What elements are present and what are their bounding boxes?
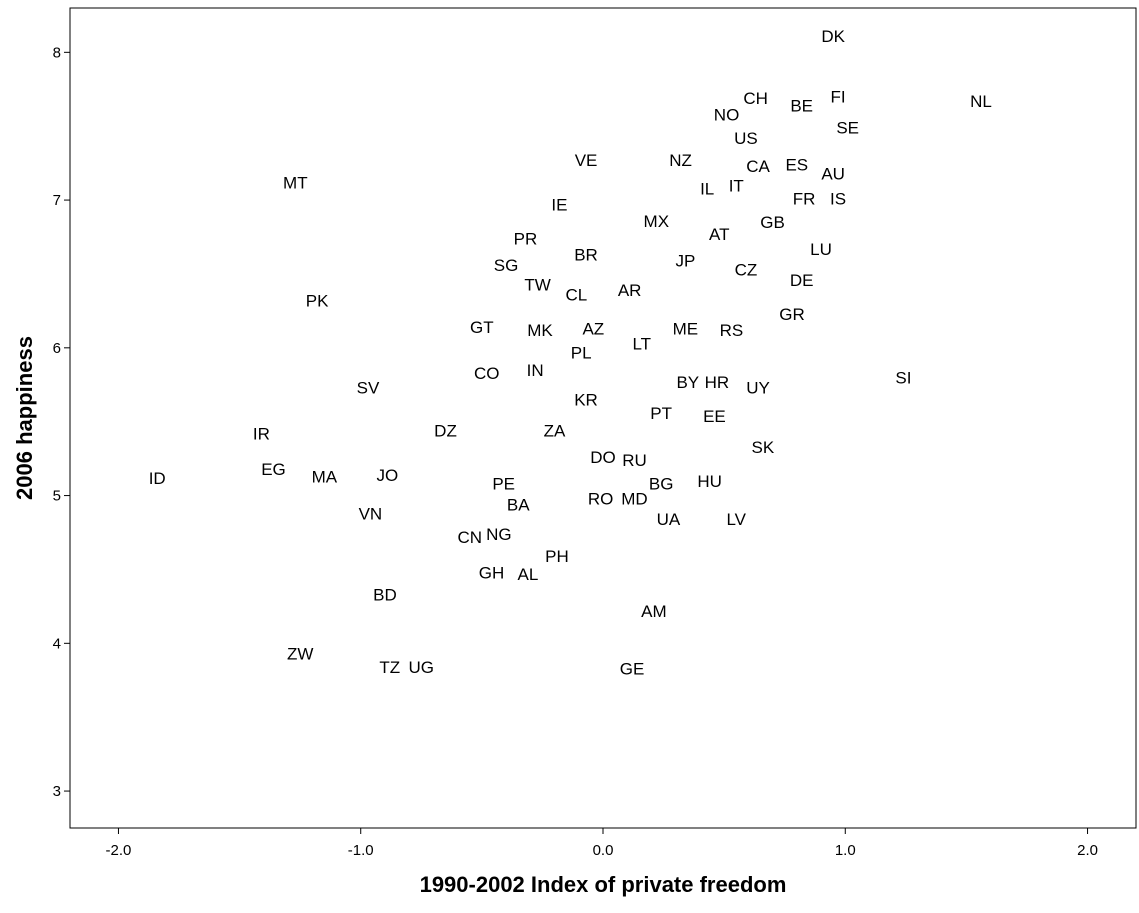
point-label: FR <box>793 190 816 209</box>
point-label: BY <box>676 373 699 392</box>
point-label: VN <box>359 504 383 523</box>
point-label: CL <box>565 286 587 305</box>
point-label: KR <box>574 391 598 410</box>
y-tick-label: 4 <box>53 635 61 652</box>
x-axis: -2.0 -1.0 0.0 1.0 2.0 <box>106 828 1098 859</box>
point-label: GR <box>779 305 805 324</box>
point-label: US <box>734 129 758 148</box>
point-label: BA <box>507 495 530 514</box>
point-label: MD <box>621 490 647 509</box>
x-tick-label: -1.0 <box>348 842 374 859</box>
point-label: CA <box>746 157 770 176</box>
point-label: GE <box>620 659 645 678</box>
point-label: NZ <box>669 151 692 170</box>
point-label: AL <box>517 565 538 584</box>
point-label: CH <box>743 89 768 108</box>
point-label: GH <box>479 563 505 582</box>
point-label: SE <box>836 119 859 138</box>
point-label: TZ <box>379 658 400 677</box>
x-tick-label: 2.0 <box>1077 842 1098 859</box>
point-label: ES <box>785 156 808 175</box>
y-axis-label: 2006 happiness <box>12 336 37 500</box>
point-label: RS <box>720 321 744 340</box>
y-axis: 3 4 5 6 7 8 <box>53 44 70 800</box>
point-label: AU <box>821 164 845 183</box>
x-tick-label: 0.0 <box>593 842 614 859</box>
point-label: GT <box>470 318 494 337</box>
point-label: IT <box>729 176 744 195</box>
point-label: HU <box>697 472 722 491</box>
point-label: BR <box>574 246 598 265</box>
point-label: PH <box>545 547 569 566</box>
point-label: AZ <box>582 320 604 339</box>
y-tick-label: 7 <box>53 192 61 209</box>
point-label: PL <box>571 343 592 362</box>
point-label: NL <box>970 92 992 111</box>
point-label: JP <box>675 252 695 271</box>
y-tick-label: 5 <box>53 488 61 505</box>
point-label: EE <box>703 407 726 426</box>
point-label: NO <box>714 105 740 124</box>
point-label: ME <box>673 320 699 339</box>
point-label: MT <box>283 173 308 192</box>
point-label: MA <box>312 467 338 486</box>
point-label: JO <box>377 466 399 485</box>
point-label: NG <box>486 525 512 544</box>
point-label: SK <box>752 438 775 457</box>
point-label: LV <box>726 510 746 529</box>
point-label: LU <box>810 240 832 259</box>
point-label: SI <box>895 368 911 387</box>
point-label: AT <box>709 225 729 244</box>
point-label: PT <box>650 404 672 423</box>
point-label: EG <box>261 460 286 479</box>
point-label: MX <box>644 212 670 231</box>
point-label: VE <box>575 151 598 170</box>
point-label: DO <box>590 448 616 467</box>
point-label: IL <box>700 179 714 198</box>
point-label: UA <box>657 510 681 529</box>
point-label: CO <box>474 364 500 383</box>
point-label: PR <box>514 229 538 248</box>
point-label: IR <box>253 425 270 444</box>
point-label: BG <box>649 475 674 494</box>
y-tick-label: 8 <box>53 44 61 61</box>
point-label: UG <box>409 658 435 677</box>
point-label: AM <box>641 602 667 621</box>
point-label: CN <box>457 528 482 547</box>
point-label: ID <box>149 469 166 488</box>
point-label: SV <box>357 379 380 398</box>
point-label: LT <box>632 334 651 353</box>
point-label: IS <box>830 190 846 209</box>
point-label: BE <box>790 97 813 116</box>
point-label: SG <box>494 256 519 275</box>
plot-frame <box>69 7 1137 829</box>
point-label: IN <box>527 361 544 380</box>
point-label: CZ <box>735 261 758 280</box>
point-label: TW <box>524 275 550 294</box>
point-label: DK <box>821 27 845 46</box>
y-tick-label: 3 <box>53 783 61 800</box>
point-label: RU <box>622 451 647 470</box>
point-label: HR <box>705 373 730 392</box>
point-label: GB <box>760 213 785 232</box>
point-label: DZ <box>434 422 457 441</box>
point-label: UY <box>746 379 770 398</box>
point-label: RO <box>588 490 614 509</box>
point-label: PE <box>492 475 515 494</box>
x-axis-label: 1990-2002 Index of private freedom <box>420 872 787 897</box>
point-label: FI <box>830 88 845 107</box>
point-label: BD <box>373 586 397 605</box>
point-label: DE <box>790 271 814 290</box>
point-label: MK <box>527 321 553 340</box>
point-label: IE <box>551 196 567 215</box>
y-tick-label: 6 <box>53 340 61 357</box>
x-tick-label: -2.0 <box>106 842 132 859</box>
x-tick-label: 1.0 <box>835 842 856 859</box>
point-label: PK <box>306 292 329 311</box>
point-label: ZW <box>287 645 313 664</box>
point-label: AR <box>618 281 642 300</box>
point-label: ZA <box>544 422 566 441</box>
